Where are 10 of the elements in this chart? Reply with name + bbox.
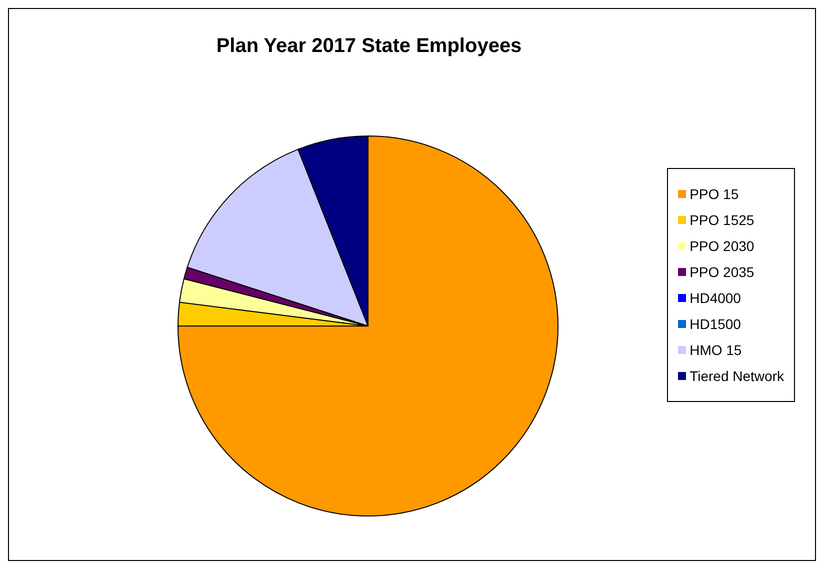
legend-label: PPO 2030 [690, 236, 754, 256]
legend-label: HD1500 [690, 314, 741, 334]
chart-title: Plan Year 2017 State Employees [215, 35, 523, 58]
legend-label: HD4000 [690, 288, 741, 308]
pie-slice [178, 136, 558, 516]
legend-label: PPO 2035 [690, 262, 754, 282]
legend-label: HMO 15 [690, 340, 742, 360]
legend-label: PPO 1525 [690, 210, 754, 230]
legend-label: Tiered Network [690, 366, 784, 386]
legend-label: PPO 15 [690, 184, 739, 204]
